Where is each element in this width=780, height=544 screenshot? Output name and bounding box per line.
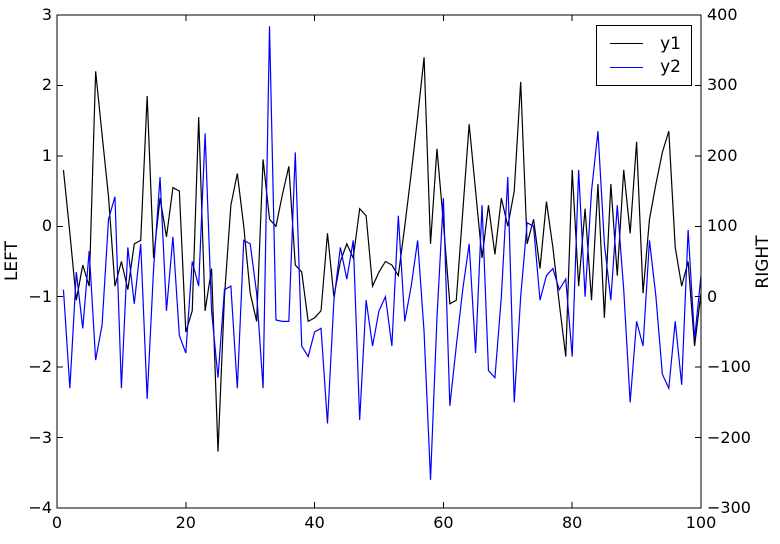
legend-entry-y1: y1	[610, 32, 682, 56]
legend-entry-y2: y2	[610, 56, 682, 80]
plot-frame	[56, 14, 702, 509]
right-tick-label: −100	[707, 357, 751, 377]
series-line-y2	[62, 26, 702, 480]
legend-label-y2: y2	[660, 57, 681, 78]
right-tick-label: 300	[707, 75, 738, 95]
x-tick-label: 20	[175, 513, 196, 532]
right-tick-label: −300	[707, 498, 751, 517]
right-tick-label: 200	[707, 145, 738, 165]
series-line-y1	[62, 57, 702, 452]
left-tick-label: −4	[28, 498, 52, 517]
right-tick-label: 0	[707, 286, 718, 306]
left-tick-label: 3	[41, 5, 52, 24]
legend-line-sample-y1	[610, 43, 643, 45]
left-tick-label: 2	[41, 75, 52, 95]
right-axis-label: RIGHT	[753, 235, 773, 289]
x-tick-label: 80	[562, 513, 583, 532]
x-tick-label: 0	[51, 513, 63, 532]
right-tick-label: 400	[707, 5, 738, 24]
legend-line-sample-y2	[610, 66, 643, 68]
x-tick-label: 100	[685, 513, 717, 532]
right-tick-label: 100	[707, 216, 738, 236]
left-tick-label: −3	[28, 427, 52, 447]
legend-label-y1: y1	[660, 33, 681, 54]
left-tick-label: −1	[28, 286, 52, 306]
x-tick-label: 60	[433, 513, 454, 532]
left-tick-label: −2	[28, 357, 52, 377]
x-tick-label: 40	[304, 513, 325, 532]
left-tick-label: 0	[41, 216, 52, 236]
right-tick-label: −200	[707, 427, 751, 447]
left-tick-label: 1	[41, 145, 52, 165]
left-axis-label: LEFT	[2, 240, 22, 282]
legend: y1 y2	[596, 25, 692, 86]
